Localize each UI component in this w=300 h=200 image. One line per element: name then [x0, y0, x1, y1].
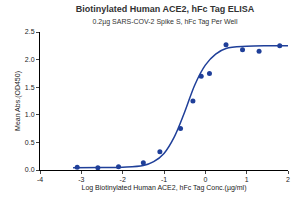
svg-text:-2: -2 — [120, 176, 126, 183]
svg-text:1.5: 1.5 — [25, 84, 35, 91]
svg-text:Log Biotinylated Human ACE2, h: Log Biotinylated Human ACE2, hFc Tag Con… — [82, 184, 247, 192]
svg-text:-1: -1 — [161, 176, 167, 183]
svg-text:-3: -3 — [78, 176, 84, 183]
svg-text:-4: -4 — [37, 176, 43, 183]
svg-text:0.0: 0.0 — [25, 166, 35, 173]
svg-text:2.5: 2.5 — [25, 28, 35, 35]
svg-text:Biotinylated Human ACE2, hFc T: Biotinylated Human ACE2, hFc Tag ELISA0.… — [76, 4, 255, 26]
svg-text:1: 1 — [245, 176, 249, 183]
svg-text:Mean Abs.(OD450): Mean Abs.(OD450) — [14, 71, 22, 131]
svg-text:2: 2 — [286, 176, 290, 183]
svg-text:0.5: 0.5 — [25, 139, 35, 146]
svg-text:1.0: 1.0 — [25, 111, 35, 118]
svg-text:0: 0 — [203, 176, 207, 183]
svg-text:2.0: 2.0 — [25, 56, 35, 63]
